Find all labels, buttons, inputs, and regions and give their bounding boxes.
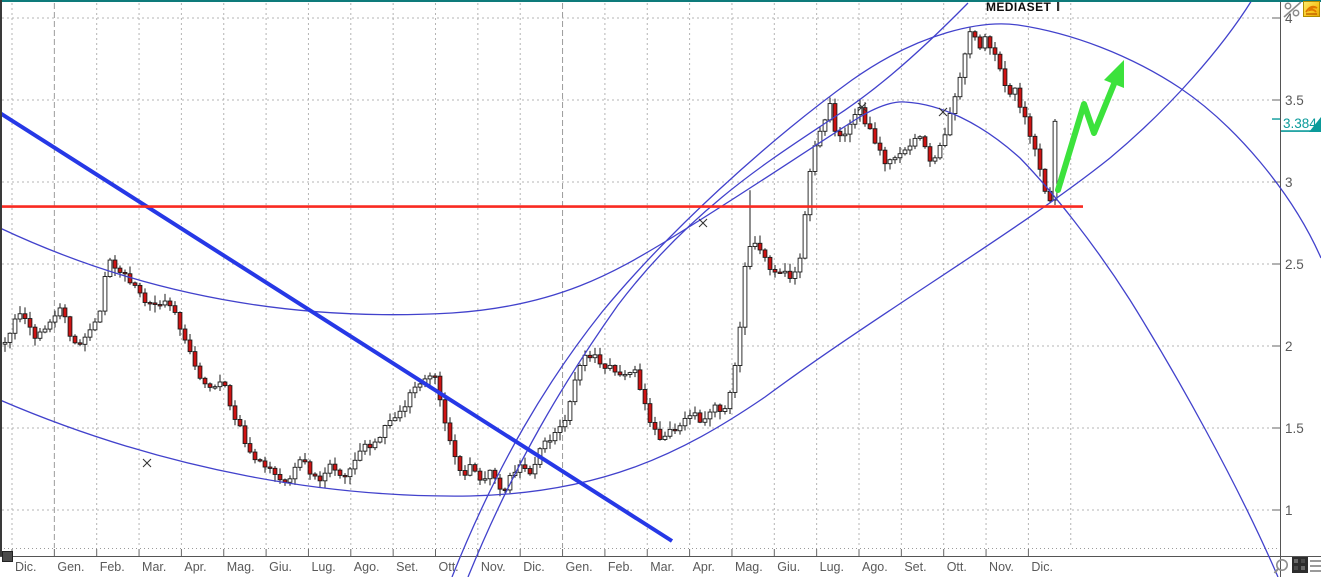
price-flag-icon: [1309, 117, 1321, 133]
y-axis-label: 1: [1285, 503, 1293, 518]
percent-scale-icon[interactable]: [1283, 1, 1302, 18]
cycle-curve-steep-arm[interactable]: [467, 2, 969, 577]
x-axis-label: Apr.: [693, 560, 715, 574]
y-axis-label: 2: [1285, 339, 1293, 354]
x-axis-label: Ott.: [947, 560, 967, 574]
grid: [2, 3, 1280, 548]
x-axis-label: Dic.: [15, 560, 37, 574]
x-axis-label: Mag.: [227, 560, 255, 574]
x-axis-label: Nov.: [989, 560, 1014, 574]
x-axis-label: Ago.: [354, 560, 380, 574]
cycle-curve-u-arc[interactable]: [0, 0, 1253, 497]
last-price-label: 3.384: [1283, 116, 1317, 131]
x-axis-label: Feb.: [608, 560, 633, 574]
x-axis-label: Apr.: [184, 560, 206, 574]
x-axis-label: Gen.: [566, 560, 593, 574]
x-axis-label: Giu.: [777, 560, 800, 574]
x-axis-label: Lug.: [311, 560, 335, 574]
x-axis-label: Set.: [904, 560, 926, 574]
menu-glyph: [1310, 560, 1321, 572]
anchor-mark[interactable]: [938, 107, 948, 117]
x-axis-label: Ott.: [439, 560, 459, 574]
projection-arrow-head[interactable]: [1104, 60, 1124, 88]
percent-glyph: [1283, 1, 1302, 18]
cycle-curve-inner-dome[interactable]: [0, 101, 1279, 577]
zoom-icon[interactable]: [1273, 557, 1290, 576]
x-axis-label: Giu.: [269, 560, 292, 574]
y-axis-label: 1.5: [1285, 421, 1304, 436]
x-axis-label: Feb.: [100, 560, 125, 574]
cycle-curve-outer-dome[interactable]: [451, 23, 1321, 577]
drawing-handle[interactable]: [1057, 2, 1060, 11]
projection-arrow[interactable]: [1055, 81, 1117, 193]
y-axis-label: 3.5: [1285, 93, 1304, 108]
x-axis-label: Nov.: [481, 560, 506, 574]
x-axis-label: Mar.: [650, 560, 674, 574]
mosaic-icon[interactable]: [1292, 557, 1309, 574]
app-logo-icon[interactable]: [1303, 1, 1320, 17]
x-axis-label: Dic.: [523, 560, 545, 574]
magnifier-glyph: [1273, 559, 1288, 574]
anchor-mark[interactable]: [857, 102, 867, 112]
x-axis-label: Gen.: [57, 560, 84, 574]
axis-corner-handle[interactable]: [2, 551, 13, 562]
mosaic-glyph: [1292, 557, 1308, 573]
x-axis-label: Dic.: [1031, 560, 1053, 574]
anchor-mark[interactable]: [142, 458, 152, 468]
y-axis-label: 2.5: [1285, 257, 1304, 272]
downtrend-line[interactable]: [0, 111, 674, 543]
anchor-mark[interactable]: [698, 218, 708, 228]
last-price-marker: 3.384: [1272, 116, 1321, 133]
left-axis-border: [0, 0, 2, 556]
candlesticks: [2, 26, 1058, 497]
menu-icon[interactable]: [1310, 559, 1321, 573]
y-axis-label: 4: [1285, 11, 1293, 26]
app-logo-glyph: [1305, 5, 1318, 15]
x-axis-label: Lug.: [820, 560, 844, 574]
x-axis-label: Ago.: [862, 560, 888, 574]
x-axis-label: Mag.: [735, 560, 763, 574]
instrument-title: MEDIASET: [986, 0, 1052, 14]
y-axis-label: 3: [1285, 175, 1293, 190]
x-axis-label: Set.: [396, 560, 418, 574]
window-top-border: [0, 0, 1321, 2]
x-axis-label: Mar.: [142, 560, 166, 574]
